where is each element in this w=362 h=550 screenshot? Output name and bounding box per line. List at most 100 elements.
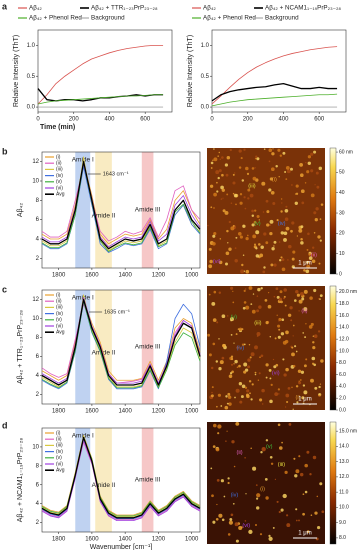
afm-grain (248, 286, 253, 290)
afm-grain (226, 430, 228, 432)
afm-grain (283, 237, 287, 242)
afm-grain (305, 323, 307, 325)
afm-grain (257, 287, 261, 292)
x-tick-label: 600 (314, 117, 325, 123)
x-tick-label: 200 (243, 117, 254, 123)
afm-grain (269, 231, 273, 236)
afm-grain (298, 519, 300, 522)
afm-grain (300, 241, 304, 245)
afm-grain (231, 358, 234, 361)
afm-grain (295, 350, 298, 353)
afm-grain (226, 229, 229, 233)
afm-grain (207, 333, 211, 337)
afm-grain (302, 384, 306, 387)
afm-grain (320, 359, 324, 363)
afm-grain (211, 391, 213, 394)
legend-label: (i) (56, 430, 61, 436)
afm-grain (302, 493, 305, 496)
afm-grain (262, 270, 266, 274)
legend-label: (ii) (56, 437, 62, 443)
afm-grain (209, 259, 213, 264)
colorbar-tick-label: 10 (339, 251, 345, 257)
afm-grain (311, 259, 316, 263)
afm-grain (301, 297, 305, 301)
legend-label: (iii) (56, 167, 63, 173)
afm-grain (315, 207, 319, 211)
afm-marker: (i) (260, 487, 265, 493)
afm-grain (256, 497, 259, 500)
legend-label: Aβ₄₂ + TTR₁₋₂₃PrP₂₃₋₂₈ (91, 5, 158, 12)
colorbar-tick-label: 30 (339, 210, 345, 216)
y-tick-label: 2 (36, 256, 40, 262)
afm-grain (289, 306, 293, 310)
afm-grain (233, 465, 236, 468)
x-tick-label: 1600 (85, 409, 99, 415)
legend-label: (v) (56, 179, 62, 185)
afm-grain (286, 523, 291, 528)
afm-grain (216, 405, 218, 408)
series-line (37, 88, 164, 102)
afm-grain (309, 473, 312, 476)
afm-grain (301, 396, 305, 400)
afm-grain (232, 502, 235, 505)
afm-grain (251, 309, 256, 314)
band-label: Amide III (135, 344, 161, 351)
colorbar-tick-label: 20.0 nm (339, 289, 357, 295)
afm-grain (281, 441, 283, 444)
x-tick-label: 1800 (52, 409, 66, 415)
afm-grain (220, 185, 224, 190)
afm-grain (303, 390, 308, 395)
afm-grain (314, 386, 318, 390)
afm-grain (254, 523, 258, 527)
x-axis-label: Wavenumber [cm⁻¹] (90, 544, 153, 550)
afm-grain (301, 201, 305, 205)
afm-grain (306, 530, 310, 534)
afm-grain (245, 236, 249, 241)
afm-grain (270, 462, 274, 466)
afm-grain (218, 338, 220, 340)
plot-frame (41, 427, 201, 533)
afm-marker: (iii) (278, 462, 285, 468)
afm-grain (293, 457, 296, 460)
colorbar-tick-label: 6.0 (339, 372, 346, 378)
afm-grain (261, 447, 266, 452)
afm-grain (237, 231, 242, 236)
afm-grain (310, 193, 315, 198)
afm-grain (284, 217, 289, 221)
afm-grain (232, 173, 235, 176)
x-tick-label: 1000 (185, 409, 199, 415)
y-tick-label: 1.0 (201, 43, 210, 49)
afm-grain (310, 514, 313, 516)
afm-grain (313, 334, 318, 338)
afm-grain (304, 490, 308, 494)
afm-grain (242, 224, 246, 228)
afm-grain (318, 166, 323, 171)
afm-grain (286, 169, 291, 174)
afm-grain (319, 239, 322, 242)
scale-bar-label: 1 μm (298, 397, 311, 403)
afm-grain (300, 370, 305, 374)
x-tick-label: 0 (36, 117, 40, 123)
afm-grain (232, 224, 235, 227)
afm-grain (216, 321, 219, 324)
afm-grain (209, 184, 214, 188)
afm-image (207, 421, 325, 544)
afm-grain (251, 383, 254, 386)
afm-grain (248, 380, 252, 383)
afm-grain (239, 201, 243, 205)
afm-grain (235, 421, 240, 426)
afm-grain (306, 450, 310, 454)
afm-grain (247, 197, 250, 200)
afm-grain (241, 328, 244, 331)
afm-grain (250, 447, 252, 449)
afm-grain (314, 218, 318, 222)
legend-label: (iv) (56, 173, 63, 179)
afm-grain (278, 393, 280, 395)
afm-grain (230, 334, 233, 336)
afm-grain (270, 383, 273, 387)
afm-grain (230, 513, 234, 517)
afm-grain (235, 236, 238, 239)
afm-grain (278, 320, 280, 322)
afm-grain (213, 148, 215, 150)
afm-grain (304, 463, 308, 468)
